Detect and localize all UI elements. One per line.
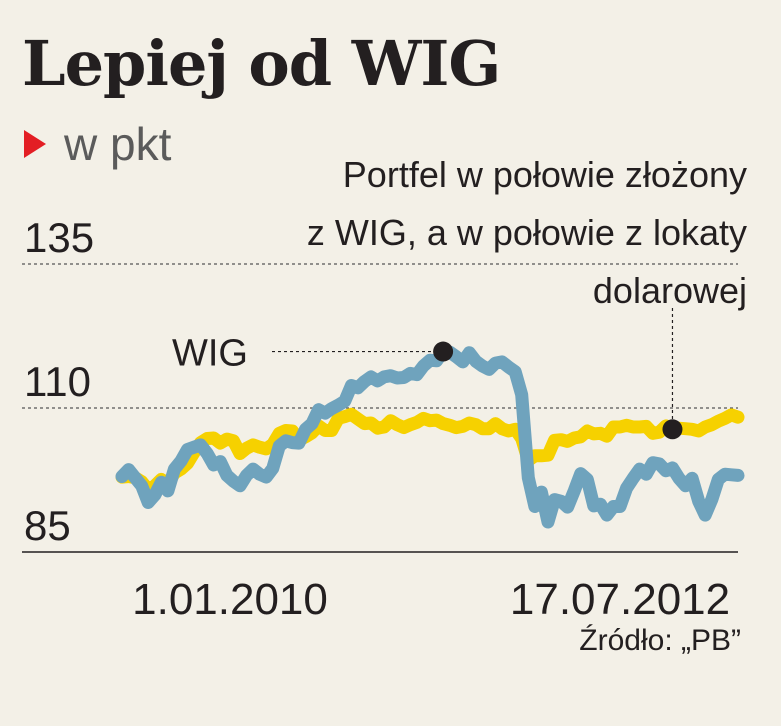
x-tick-label: 17.07.2012 xyxy=(510,575,730,624)
portfolio-annotation: Portfel w połowie złożony z WIG, a w poł… xyxy=(227,146,747,320)
triangle-marker-icon xyxy=(24,130,46,158)
y-tick-label: 135 xyxy=(24,214,94,261)
y-tick-label: 110 xyxy=(24,358,91,405)
x-tick-label: 1.01.2010 xyxy=(132,575,328,624)
series-line-wig xyxy=(115,345,745,529)
wig-callout-point xyxy=(433,341,454,362)
wig-callout-label: WIG xyxy=(172,333,248,375)
annotation-line: Portfel w połowie złożony xyxy=(342,154,747,195)
unit-row: w pkt xyxy=(24,118,171,170)
portfolio-callout-point xyxy=(662,419,683,440)
source-note: Źródło: „PB” xyxy=(579,624,741,657)
annotation-line: z WIG, a w połowie z lokaty xyxy=(306,212,747,253)
annotation-line: dolarowej xyxy=(592,270,747,311)
series-line-portfolio xyxy=(115,407,745,497)
chart-title: Lepiej od WIG xyxy=(22,27,501,100)
unit-label: w pkt xyxy=(64,118,172,170)
y-tick-label: 85 xyxy=(24,502,71,549)
